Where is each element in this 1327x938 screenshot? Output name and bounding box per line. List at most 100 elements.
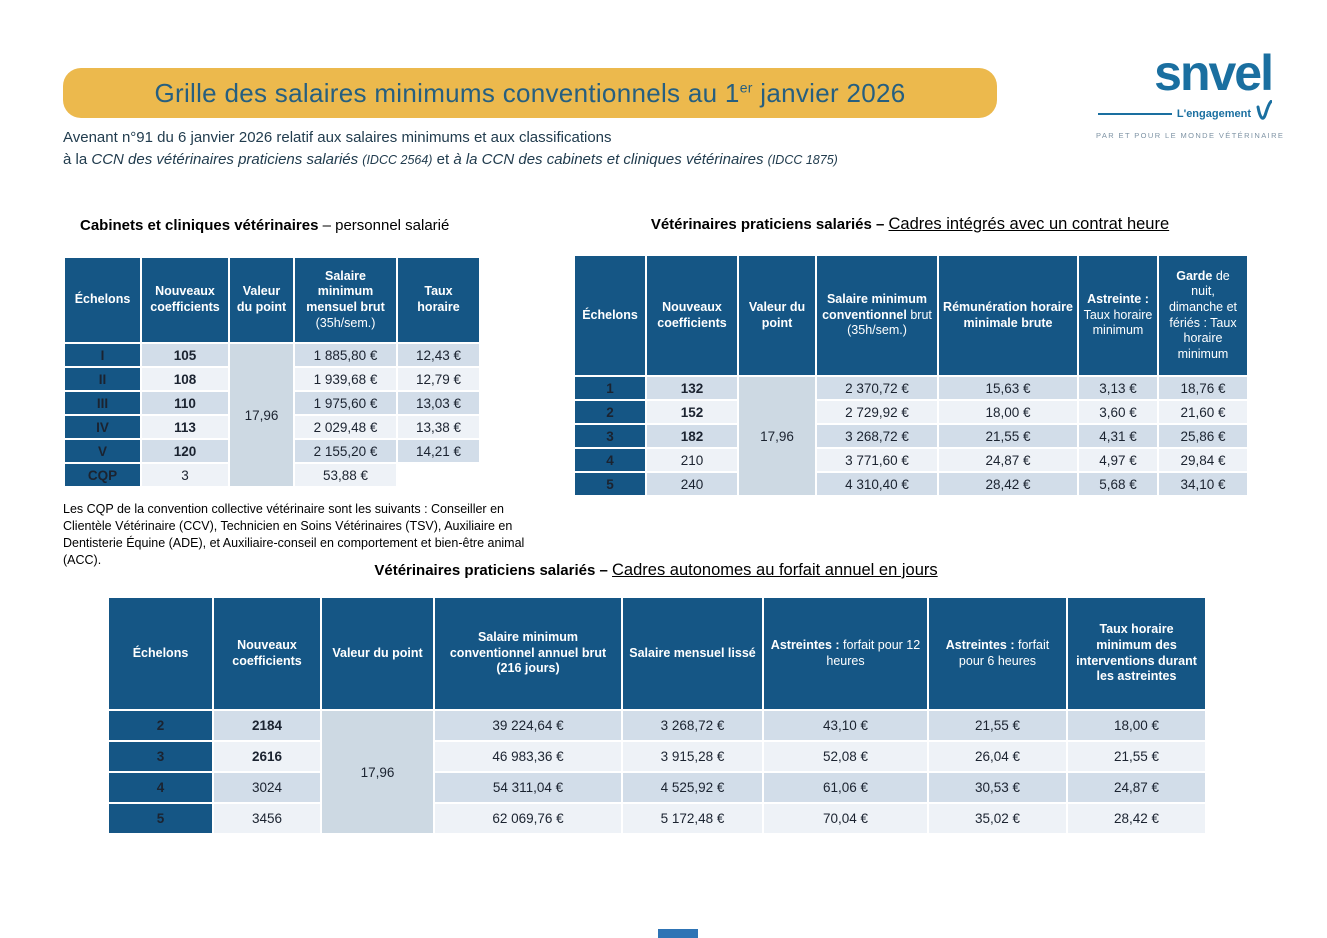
intro-line1: Avenant n°91 du 6 janvier 2026 relatif a… [63, 129, 612, 146]
cell-astreinte: 4,31 € [1079, 425, 1157, 447]
table-row: III 110 1 975,60 € 13,03 € [65, 392, 479, 414]
cell-coefficient: 120 [142, 440, 228, 462]
cell-garde: 29,84 € [1159, 449, 1247, 471]
caption-forfait-jours: Vétérinaires praticiens salariés – Cadre… [374, 561, 938, 579]
logo-tagline: L'engagement [1176, 108, 1251, 120]
cell-garde: 21,60 € [1159, 401, 1247, 423]
cell-echelon: 4 [575, 449, 645, 471]
cell-valeur-point: 17,96 [739, 377, 815, 495]
cell-remuneration: 24,87 € [939, 449, 1077, 471]
cell-echelon: IV [65, 416, 140, 438]
cell-salaire: 2 729,92 € [817, 401, 937, 423]
cell-valeur-point: 17,96 [322, 711, 433, 833]
cell-astreinte-6h: 21,55 € [929, 711, 1066, 740]
intro-text: Avenant n°91 du 6 janvier 2026 relatif a… [63, 127, 963, 171]
header-valeur-point: Valeur du point [739, 256, 815, 375]
header-echelons: Échelons [109, 598, 212, 709]
table-row: 2 152 2 729,92 € 18,00 € 3,60 € 21,60 € [575, 401, 1247, 423]
table-row: 3 182 3 268,72 € 21,55 € 4,31 € 25,86 € [575, 425, 1247, 447]
cell-remuneration: 18,00 € [939, 401, 1077, 423]
cell-taux: 12,43 € [398, 344, 479, 366]
cell-salaire: 3 771,60 € [817, 449, 937, 471]
cell-taux-interventions: 28,42 € [1068, 804, 1205, 833]
cell-coefficient: 182 [647, 425, 737, 447]
cell-remuneration: 28,42 € [939, 473, 1077, 495]
cell-taux-interventions: 21,55 € [1068, 742, 1205, 771]
cell-salaire-annuel: 46 983,36 € [435, 742, 621, 771]
cell-astreinte-12h: 70,04 € [764, 804, 927, 833]
cell-coefficient: 3024 [214, 773, 320, 802]
cell-taux: 13,03 € [398, 392, 479, 414]
cell-coefficient: 113 [142, 416, 228, 438]
cell-salaire: 3 268,72 € [817, 425, 937, 447]
table-row: CQP 3 53,88 € [65, 464, 479, 486]
page-title: Grille des salaires minimums conventionn… [154, 77, 906, 108]
header-astreintes-6h: Astreintes : forfait pour 6 heures [929, 598, 1066, 709]
cell-coefficient: 2616 [214, 742, 320, 771]
cell-echelon: 5 [575, 473, 645, 495]
header-salaire: Salaire minimum mensuel brut (35h/sem.) [295, 258, 396, 342]
cell-coefficient: 108 [142, 368, 228, 390]
cell-astreinte-12h: 52,08 € [764, 742, 927, 771]
cell-taux [398, 464, 479, 486]
cell-echelon: 3 [109, 742, 212, 771]
caption-cadres-heure: Vétérinaires praticiens salariés – Cadre… [650, 215, 1170, 233]
cell-coefficient: 3456 [214, 804, 320, 833]
title-banner: Grille des salaires minimums conventionn… [63, 68, 997, 118]
cell-coefficient: 105 [142, 344, 228, 366]
table-row: 4 3024 54 311,04 € 4 525,92 € 61,06 € 30… [109, 773, 1205, 802]
cell-salaire-annuel: 54 311,04 € [435, 773, 621, 802]
cell-echelon: III [65, 392, 140, 414]
cell-salaire-lisse: 3 915,28 € [623, 742, 762, 771]
cell-echelon: I [65, 344, 140, 366]
cell-salaire: 2 370,72 € [817, 377, 937, 399]
cqp-footnote: Les CQP de la convention collective vété… [63, 502, 525, 567]
header-row: Échelons Nouveaux coefficients Valeur du… [109, 598, 1205, 709]
cell-coefficient: 2184 [214, 711, 320, 740]
cell-garde: 25,86 € [1159, 425, 1247, 447]
cell-astreinte-6h: 30,53 € [929, 773, 1066, 802]
header-coefficients: Nouveaux coefficients [142, 258, 228, 342]
header-remuneration: Rémunération horaire minimale brute [939, 256, 1077, 375]
cell-echelon: 2 [575, 401, 645, 423]
header-row: Échelons Nouveaux coefficients Valeur du… [65, 258, 479, 342]
table-row: 2 2184 17,96 39 224,64 € 3 268,72 € 43,1… [109, 711, 1205, 833]
cell-echelon: V [65, 440, 140, 462]
cell-echelon: 1 [575, 377, 645, 399]
cell-remuneration: 21,55 € [939, 425, 1077, 447]
table-row: 4 210 3 771,60 € 24,87 € 4,97 € 29,84 € [575, 449, 1247, 471]
cell-coefficient: 240 [647, 473, 737, 495]
header-row: Échelons Nouveaux coefficients Valeur du… [575, 256, 1247, 375]
table-row: 3 2616 46 983,36 € 3 915,28 € 52,08 € 26… [109, 742, 1205, 771]
table-cabinets: Échelons Nouveaux coefficients Valeur du… [63, 256, 481, 488]
header-echelons: Échelons [65, 258, 140, 342]
cell-taux: 14,21 € [398, 440, 479, 462]
logo-subline: PAR ET POUR LE MONDE VÉTÉRINAIRE [1096, 130, 1285, 140]
cell-garde: 18,76 € [1159, 377, 1247, 399]
header-salaire-lisse: Salaire mensuel lissé [623, 598, 762, 709]
table-row: 5 3456 62 069,76 € 5 172,48 € 70,04 € 35… [109, 804, 1205, 833]
header-salaire-annuel: Salaire minimum conventionnel annuel bru… [435, 598, 621, 709]
table-row: II 108 1 939,68 € 12,79 € [65, 368, 479, 390]
cell-astreinte-6h: 26,04 € [929, 742, 1066, 771]
footer-accent-bar [658, 929, 698, 938]
cell-echelon: CQP [65, 464, 140, 486]
cell-taux-interventions: 18,00 € [1068, 711, 1205, 740]
logo-rule [1098, 113, 1172, 115]
table-cadres-heure: Échelons Nouveaux coefficients Valeur du… [573, 254, 1249, 497]
cell-taux-interventions: 24,87 € [1068, 773, 1205, 802]
cell-salaire: 1 975,60 € [295, 392, 396, 414]
cell-salaire: 2 029,48 € [295, 416, 396, 438]
cell-echelon: 2 [109, 711, 212, 740]
caption-cabinets: Cabinets et cliniques vétérinaires – per… [80, 217, 450, 234]
header-salaire: Salaire minimum conventionnel brut (35h/… [817, 256, 937, 375]
header-valeur-point: Valeur du point [322, 598, 433, 709]
header-astreintes-12h: Astreintes : forfait pour 12 heures [764, 598, 927, 709]
header-garde: Garde de nuit, dimanche et fériés : Taux… [1159, 256, 1247, 375]
cell-salaire-lisse: 4 525,92 € [623, 773, 762, 802]
cell-coefficient: 152 [647, 401, 737, 423]
table-row: 1 132 17,96 2 370,72 € 15,63 € 3,13 € 18… [575, 377, 1247, 495]
table-row: IV 113 2 029,48 € 13,38 € [65, 416, 479, 438]
cell-astreinte: 3,13 € [1079, 377, 1157, 399]
